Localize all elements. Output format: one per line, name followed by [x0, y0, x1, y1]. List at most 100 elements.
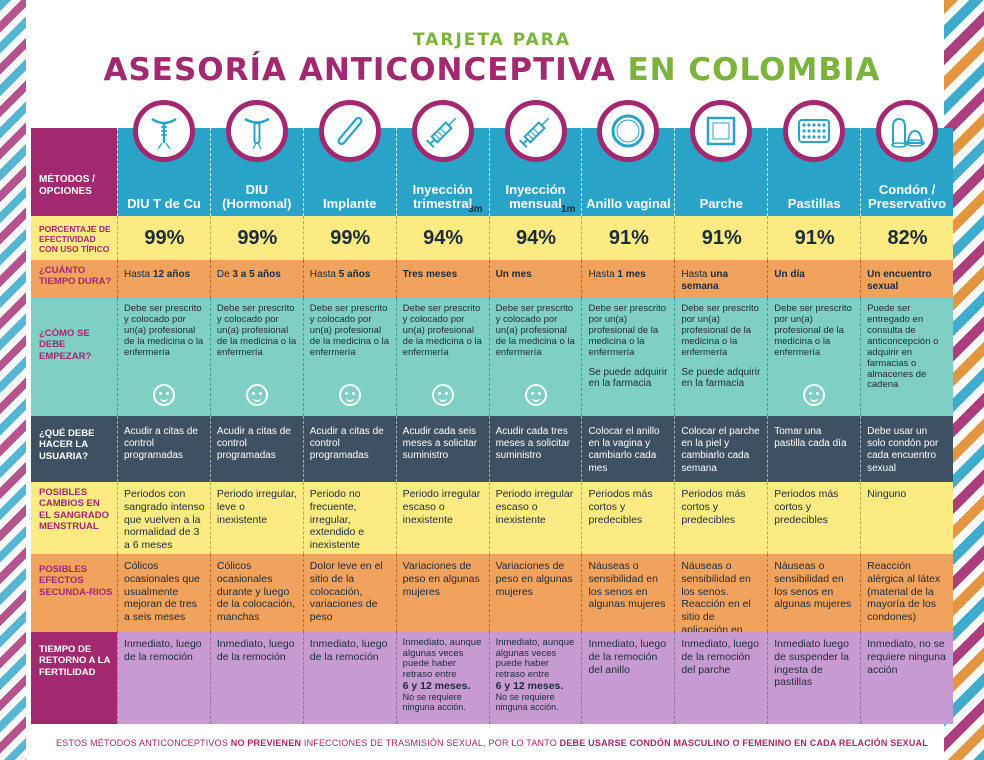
footer-part-4: DEBE USARSE CONDÓN MASCULINO O FEMENINO … [559, 738, 928, 748]
implant-icon [318, 100, 381, 162]
condom-icon [876, 100, 939, 162]
start-cell: Debe ser prescrito y colocado por un(a) … [302, 298, 396, 416]
duration-cell: Hasta 1 mes [581, 260, 675, 298]
fertility-return-text: Inmediato, luego de la remoción del parc… [681, 638, 759, 676]
row-header-side-effects: POSIBLES EFECTOS SECUNDA-RIOS [31, 554, 117, 632]
user-action-text: Colocar el parche en la piel y cambiarlo… [674, 416, 768, 482]
duration-cell: Hasta una semana [674, 260, 768, 298]
start-text: Puede ser entregado en consulta de antic… [867, 303, 939, 391]
row-header-user-action: ¿QUÉ DEBE HACER LA USUARIA? [31, 416, 117, 482]
row-header-methods: MÉTODOS / OPCIONES [31, 128, 117, 216]
duration-value: una semana [681, 269, 729, 293]
left-stripe-decoration [0, 0, 26, 760]
effectiveness-value: 91% [767, 216, 861, 260]
method-name: DIU (Hormonal) [222, 181, 292, 211]
method-cell: Parche [674, 100, 768, 216]
smile-face-icon [524, 384, 547, 406]
user-action-text: Debe usar un solo condón por cada encuen… [860, 416, 954, 482]
effectiveness-value: 91% [581, 216, 675, 260]
patch-icon [690, 100, 753, 162]
side-effects-text: Variaciones de peso en algunas mujeres [488, 554, 582, 632]
title-part-1: ASESORÍA ANTICONCEPTIVA [103, 52, 616, 88]
row-user-action: ¿QUÉ DEBE HACER LA USUARIA? Acudir a cit… [31, 416, 954, 482]
smile-face-icon [338, 384, 361, 406]
row-header-start: ¿CÓMO SE DEBE EMPEZAR? [31, 298, 117, 416]
duration-prefix: De [216, 269, 233, 280]
row-fertility-return: TIEMPO DE RETORNO A LA FERTILIDAD Inmedi… [31, 632, 954, 724]
method-name: Parche [699, 195, 743, 211]
footer-part-1: ESTOS MÉTODOS ANTICONCEPTIVOS [56, 738, 231, 748]
side-effects-text: Cólicos ocasionales durante y luego de l… [209, 554, 303, 632]
start-extra-text: Se puede adquirir en la farmacia [681, 366, 761, 390]
duration-value: 3 a 5 años [232, 269, 281, 280]
row-start: ¿CÓMO SE DEBE EMPEZAR? Debe ser prescrit… [31, 298, 954, 416]
iud-hormonal-icon [225, 100, 288, 162]
syringe-icon [504, 100, 567, 162]
fertility-return-cell: Inmediato, luego de la remoción [209, 632, 303, 724]
method-cell: DIU T de Cu [117, 100, 210, 216]
fertility-return-cell: Inmediato luego de suspender la ingesta … [767, 632, 861, 724]
fertility-return-text: Inmediato, no se requiere ninguna acción [867, 638, 946, 676]
method-cell: Implante [302, 100, 396, 216]
row-header-fertility-return: TIEMPO DE RETORNO A LA FERTILIDAD [31, 632, 117, 724]
smile-face-icon [245, 384, 268, 406]
bleeding-text: Periodo irregular escaso o inexistente [488, 482, 582, 554]
fertility-return-text: Inmediato, aunque algunas veces puede ha… [495, 637, 575, 680]
effectiveness-value: 99% [117, 216, 210, 260]
row-bleeding: POSIBLES CAMBIOS EN EL SANGRADO MENSTRUA… [31, 482, 954, 554]
row-header-effectiveness: PORCENTAJE DE EFECTIVIDAD CON USO TÍPICO [31, 216, 117, 260]
duration-cell: Hasta 12 años [117, 260, 210, 298]
fertility-return-note: No se requiere ninguna acción. [495, 692, 559, 713]
smile-face-icon [152, 384, 175, 406]
row-methods: MÉTODOS / OPCIONES DIU T de Cu DIU (Hormo… [31, 100, 954, 216]
start-cell: Debe ser prescrito por un(a) profesional… [581, 298, 675, 416]
fertility-return-text: Inmediato, luego de la remoción [216, 638, 295, 663]
fertility-return-cell: Inmediato, no se requiere ninguna acción [860, 632, 954, 724]
user-action-text: Acudir cada seis meses a solicitar sumin… [395, 416, 489, 482]
method-name: Implante [322, 195, 377, 211]
start-cell: Puede ser entregado en consulta de antic… [860, 298, 954, 416]
method-cell: 3m Inyección trimestral [395, 100, 489, 216]
fertility-return-delay: 6 y 12 meses. [495, 679, 564, 692]
user-action-text: Acudir a citas de control programadas [209, 416, 303, 482]
effectiveness-value: 94% [395, 216, 489, 260]
fertility-return-cell: Inmediato, luego de la remoción [302, 632, 396, 724]
fertility-return-text: Inmediato, luego de la remoción [309, 638, 388, 663]
method-name: DIU T de Cu [127, 195, 201, 211]
user-action-text: Acudir cada tres meses a solicitar sumin… [488, 416, 582, 482]
duration-cell: Un día [767, 260, 861, 298]
fertility-return-text: Inmediato, aunque algunas veces puede ha… [402, 637, 482, 680]
title-block: TARJETA PARA ASESORÍA ANTICONCEPTIVA EN … [0, 30, 984, 88]
footer-warning: ESTOS MÉTODOS ANTICONCEPTIVOS NO PREVIEN… [31, 738, 953, 748]
start-cell: Debe ser prescrito y colocado por un(a) … [488, 298, 582, 416]
fertility-return-delay: 6 y 12 meses. [402, 679, 471, 692]
pill-pack-icon [783, 100, 846, 162]
row-header-bleeding: POSIBLES CAMBIOS EN EL SANGRADO MENSTRUA… [31, 482, 117, 554]
row-duration: ¿CUÁNTO TIEMPO DURA? Hasta 12 años De 3 a… [31, 260, 954, 298]
title-line-1: TARJETA PARA [412, 30, 572, 50]
start-cell: Debe ser prescrito y colocado por un(a) … [395, 298, 489, 416]
dose-badge: 1m [561, 203, 576, 215]
side-effects-text: Dolor leve en el sitio de la colocación,… [302, 554, 396, 632]
side-effects-text: Cólicos ocasionales que usualmente mejor… [117, 554, 210, 632]
smile-face-icon [803, 384, 826, 406]
user-action-text: Acudir a citas de control programadas [302, 416, 396, 482]
start-text: Debe ser prescrito y colocado por un(a) … [309, 303, 389, 358]
fertility-return-cell: Inmediato, luego de la remoción del parc… [674, 632, 768, 724]
row-header-duration: ¿CUÁNTO TIEMPO DURA? [31, 260, 117, 298]
duration-value: 5 años [338, 269, 371, 280]
effectiveness-value: 99% [209, 216, 303, 260]
bleeding-text: Periodo irregular, leve o inexistente [209, 482, 303, 554]
start-cell: Debe ser prescrito por un(a) profesional… [767, 298, 861, 416]
method-cell: 1m Inyección mensual [488, 100, 582, 216]
duration-value: 1 mes [617, 269, 646, 280]
bleeding-text: Ninguno [860, 482, 954, 554]
method-cell: DIU (Hormonal) [209, 100, 303, 216]
fertility-return-note: No se requiere ninguna acción. [402, 692, 466, 713]
title-line-2: ASESORÍA ANTICONCEPTIVA EN COLOMBIA [0, 52, 984, 88]
smile-face-icon [431, 384, 454, 406]
fertility-return-text: Inmediato luego de suspender la ingesta … [774, 638, 849, 689]
contraceptive-table: MÉTODOS / OPCIONES DIU T de Cu DIU (Hormo… [31, 100, 954, 724]
start-text: Debe ser prescrito por un(a) profesional… [588, 303, 667, 358]
effectiveness-value: 91% [674, 216, 768, 260]
